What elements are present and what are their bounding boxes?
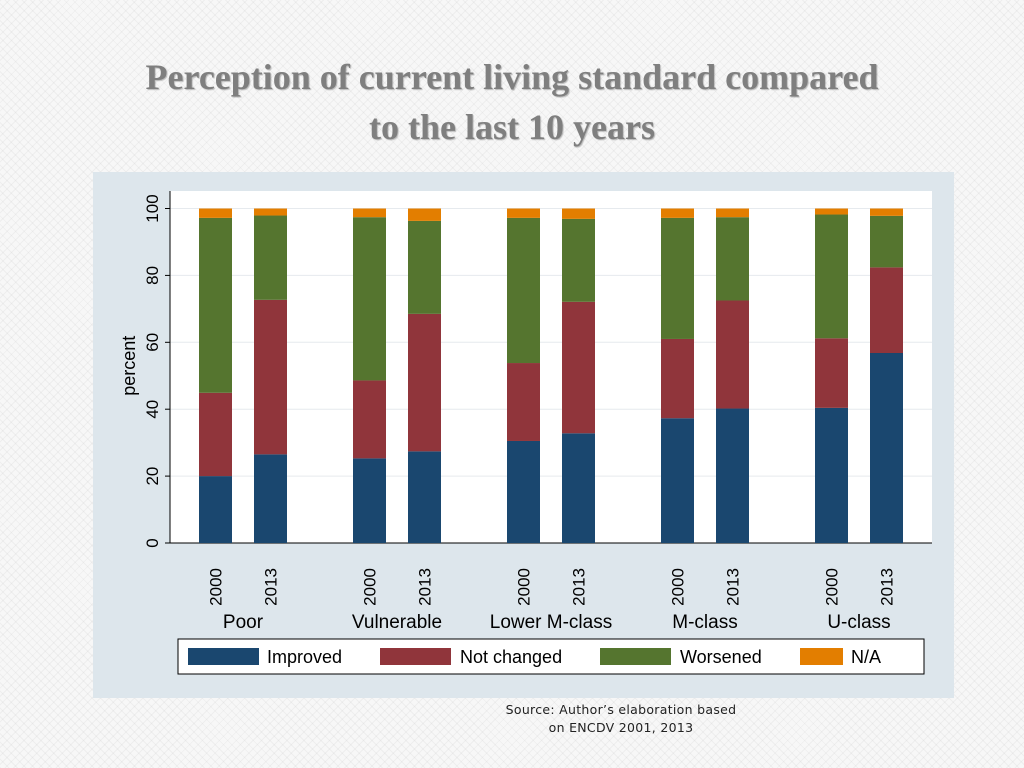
bar-segment-not-changed xyxy=(254,299,287,455)
plot-area xyxy=(170,191,932,543)
bar-segment-not-changed xyxy=(353,380,386,459)
bar-segment-n-a xyxy=(661,208,694,218)
stacked-bar-chart: 0 20 40 60 80 100 percent 2000 2013 Poor 2000 2013 V… xyxy=(119,191,932,675)
bar-segment-n-a xyxy=(815,208,848,215)
page-title: Perception of current living standard co… xyxy=(0,52,1024,152)
bar-segment-n-a xyxy=(562,208,595,219)
bar-segment-improved xyxy=(199,476,232,543)
x-group-label: Poor xyxy=(223,612,264,633)
bar-segment-not-changed xyxy=(562,301,595,434)
x-year-label: 2000 xyxy=(361,568,380,606)
bar-segment-improved xyxy=(661,418,694,543)
x-year-label: 2013 xyxy=(878,568,897,606)
legend-label: Improved xyxy=(267,647,342,667)
bar-segment-improved xyxy=(870,353,903,543)
y-tick-label: 80 xyxy=(143,266,162,285)
bar-segment-improved xyxy=(507,440,540,543)
bar-segment-worsened xyxy=(815,214,848,339)
bar-segment-improved xyxy=(716,408,749,543)
y-tick-label: 100 xyxy=(143,194,162,222)
legend-label: N/A xyxy=(851,647,881,667)
bar-segment-worsened xyxy=(254,215,287,300)
source-line-1: Source: Author’s elaboration based xyxy=(505,702,737,717)
bar-segment-n-a xyxy=(716,208,749,218)
legend-box xyxy=(177,638,925,675)
bar-segment-worsened xyxy=(716,217,749,301)
x-year-label: 2000 xyxy=(669,568,688,606)
x-group-label: Vulnerable xyxy=(352,612,442,633)
bar-segment-improved xyxy=(353,458,386,543)
x-year-label: 2000 xyxy=(207,568,226,606)
x-group-label: M-class xyxy=(672,612,737,633)
x-year-label: 2013 xyxy=(570,568,589,606)
bar-segment-not-changed xyxy=(815,338,848,408)
legend-label: Worsened xyxy=(680,647,762,667)
x-year-label: 2000 xyxy=(515,568,534,606)
x-year-label: 2013 xyxy=(262,568,281,606)
bar-segment-n-a xyxy=(507,208,540,218)
bar-segment-worsened xyxy=(562,218,595,302)
bar-segment-worsened xyxy=(199,217,232,393)
bar-segment-improved xyxy=(408,451,441,543)
x-year-label: 2013 xyxy=(724,568,743,606)
chart-panel: 0 20 40 60 80 100 percent 2000 2013 Poor 2000 2013 V… xyxy=(93,172,954,698)
bar-segment-worsened xyxy=(661,217,694,339)
legend-swatch xyxy=(600,648,671,665)
x-year-label: 2013 xyxy=(416,568,435,606)
bar-segment-not-changed xyxy=(507,363,540,441)
bar-segment-improved xyxy=(815,407,848,543)
legend-label: Not changed xyxy=(460,647,562,667)
bar-segment-not-changed xyxy=(716,300,749,409)
bar-segment-not-changed xyxy=(661,338,694,419)
bar-segment-n-a xyxy=(408,208,441,221)
bar-segment-worsened xyxy=(870,215,903,268)
bar-segment-n-a xyxy=(254,208,287,216)
legend-swatch xyxy=(800,648,843,665)
source-note: Source: Author’s elaboration based on EN… xyxy=(490,701,752,737)
bar-segment-n-a xyxy=(199,208,232,218)
x-group-label: U-class xyxy=(827,612,890,633)
y-tick-label: 20 xyxy=(143,467,162,486)
legend-swatch xyxy=(188,648,259,665)
x-year-label: 2000 xyxy=(823,568,842,606)
bar-segment-worsened xyxy=(507,217,540,364)
y-tick-label: 60 xyxy=(143,333,162,352)
bar-segment-not-changed xyxy=(199,392,232,477)
bar-segment-not-changed xyxy=(870,267,903,354)
bar-segment-not-changed xyxy=(408,313,441,452)
source-line-2: on ENCDV 2001, 2013 xyxy=(548,720,694,735)
title-line-1: Perception of current living standard co… xyxy=(145,57,879,97)
legend-swatch xyxy=(380,648,451,665)
y-axis-label: percent xyxy=(119,336,139,396)
x-group-label: Lower M-class xyxy=(490,612,612,633)
bar-segment-worsened xyxy=(408,220,441,314)
bar-segment-n-a xyxy=(353,208,386,218)
y-tick-label: 40 xyxy=(143,400,162,419)
title-line-2: to the last 10 years xyxy=(369,107,655,147)
y-tick-label: 0 xyxy=(143,538,162,547)
bar-segment-n-a xyxy=(870,208,903,216)
bar-segment-improved xyxy=(562,433,595,543)
bar-segment-improved xyxy=(254,454,287,543)
bar-segment-worsened xyxy=(353,217,386,381)
